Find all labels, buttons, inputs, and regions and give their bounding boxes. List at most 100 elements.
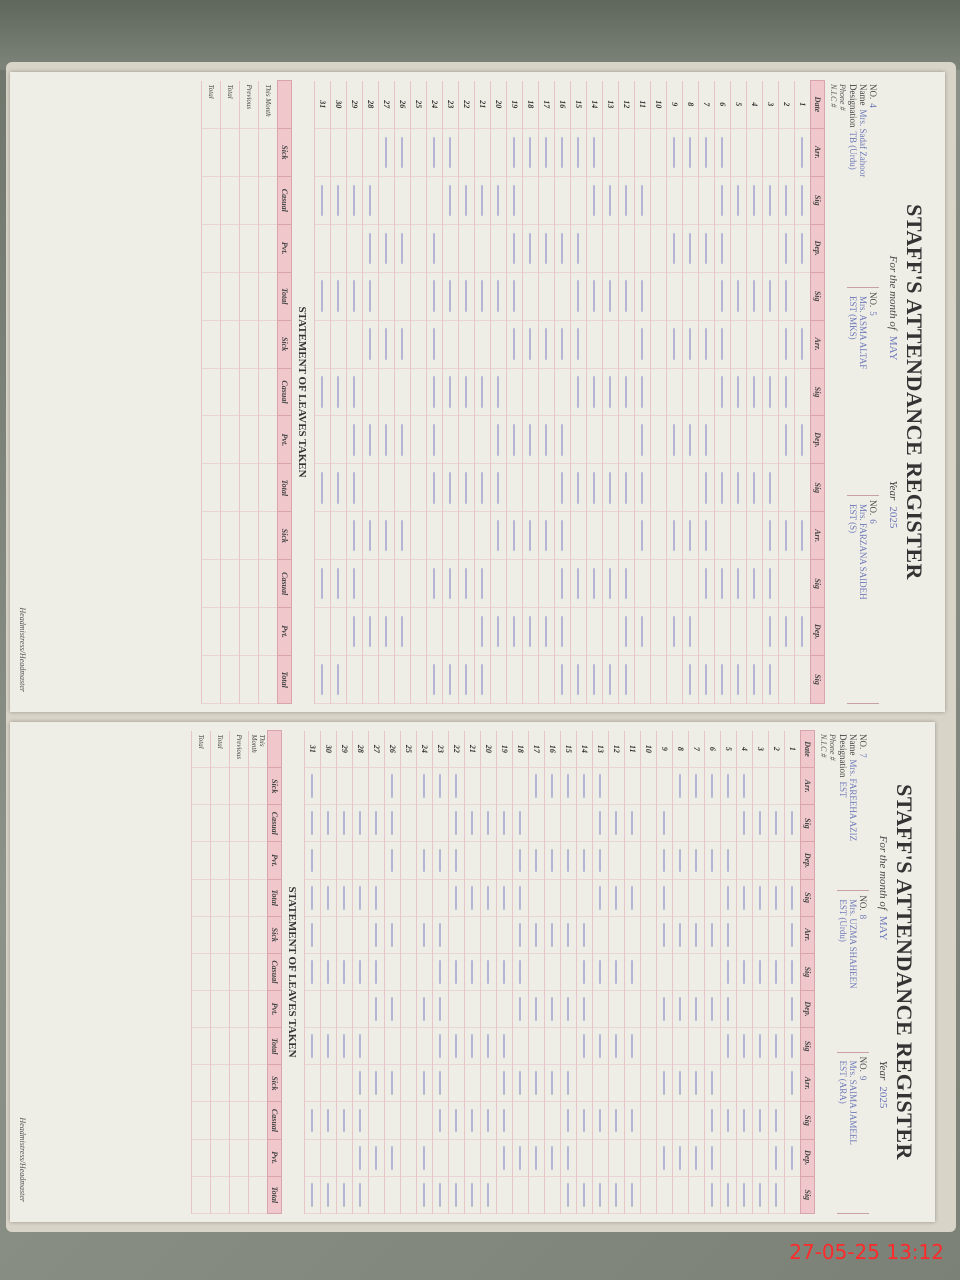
name-value: Mrs. UZMA SHAHEEN — [848, 899, 858, 989]
ink-scribble — [583, 1182, 586, 1207]
handwritten-entry — [336, 1176, 353, 1214]
ink-scribble — [567, 997, 570, 1021]
handwritten-entry — [634, 463, 651, 512]
attendance-row: 19 — [506, 80, 523, 704]
handwritten-entry — [640, 1176, 657, 1214]
handwritten-entry — [570, 368, 587, 416]
handwritten-entry — [378, 655, 395, 704]
ink-scribble — [615, 1182, 618, 1207]
handwritten-entry — [672, 1027, 689, 1065]
ink-scribble — [343, 811, 346, 836]
handwritten-entry — [608, 767, 625, 805]
handwritten-entry — [544, 916, 561, 954]
handwritten-entry — [698, 176, 715, 225]
handwritten-entry — [490, 559, 507, 608]
leaves-cell — [191, 1101, 211, 1140]
handwritten-entry — [362, 224, 379, 273]
handwritten-entry — [624, 953, 641, 991]
ink-scribble — [759, 811, 762, 836]
handwritten-entry — [522, 559, 539, 608]
handwritten-entry — [352, 1064, 369, 1102]
handwritten-entry — [442, 320, 459, 369]
date-cell: 24 — [416, 730, 433, 768]
handwritten-entry — [720, 990, 737, 1028]
handwritten-entry — [784, 1101, 801, 1140]
handwritten-entry — [522, 320, 539, 369]
handwritten-entry — [618, 368, 635, 416]
handwritten-entry — [634, 320, 651, 369]
handwritten-entry — [656, 990, 673, 1028]
handwritten-entry — [528, 1139, 545, 1177]
date-cell: 10 — [650, 80, 667, 129]
handwritten-entry — [618, 224, 635, 273]
handwritten-entry — [400, 1176, 417, 1214]
ink-scribble — [583, 997, 586, 1021]
ink-scribble — [737, 376, 740, 408]
leaves-cell — [191, 841, 211, 880]
ink-scribble — [513, 232, 516, 264]
leaves-cell — [229, 1064, 249, 1102]
handwritten-entry — [784, 1176, 801, 1214]
ink-scribble — [359, 1034, 362, 1059]
leaves-column-header: Casual — [277, 559, 292, 608]
handwritten-entry — [330, 607, 347, 656]
handwritten-entry — [592, 1101, 609, 1140]
handwritten-entry — [794, 607, 811, 656]
handwritten-entry — [304, 879, 321, 917]
handwritten-entry — [320, 1139, 337, 1177]
ink-scribble — [695, 922, 698, 947]
handwritten-entry — [746, 128, 763, 177]
ink-scribble — [679, 774, 682, 799]
leaves-cell — [201, 607, 221, 656]
handwritten-entry — [736, 1101, 753, 1140]
leaves-column-header: Casual — [277, 368, 292, 416]
handwritten-entry — [602, 128, 619, 177]
handwritten-entry — [506, 368, 523, 416]
handwritten-entry — [346, 272, 363, 321]
handwritten-entry — [426, 463, 443, 512]
handwritten-entry — [314, 463, 331, 512]
handwritten-entry — [410, 559, 427, 608]
handwritten-entry — [554, 415, 571, 464]
ink-scribble — [721, 328, 724, 360]
attendance-row: 9 — [656, 730, 673, 1214]
statement-title: STATEMENT OF LEAVES TAKEN — [286, 886, 298, 1058]
staff-no-label: NO. — [868, 500, 878, 516]
ink-scribble — [711, 1071, 714, 1096]
ink-scribble — [583, 922, 586, 947]
ink-scribble — [481, 376, 484, 408]
ink-scribble — [449, 376, 452, 408]
handwritten-entry — [400, 767, 417, 805]
handwritten-entry — [352, 804, 369, 842]
handwritten-entry — [506, 224, 523, 273]
attendance-row: 5 — [720, 730, 737, 1214]
handwritten-entry — [496, 767, 513, 805]
leaves-cell — [191, 1027, 211, 1065]
handwritten-entry — [794, 415, 811, 464]
ink-scribble — [391, 811, 394, 836]
register-page-left: STAFF'S ATTENDANCE REGISTER For the month… — [10, 72, 945, 712]
handwritten-entry — [784, 1027, 801, 1065]
date-cell: 7 — [698, 80, 715, 129]
attendance-row: 17 — [538, 80, 555, 704]
handwritten-entry — [458, 559, 475, 608]
handwritten-entry — [378, 224, 395, 273]
ink-scribble — [487, 959, 490, 984]
ink-scribble — [711, 1182, 714, 1207]
handwritten-entry — [618, 511, 635, 560]
ink-scribble — [625, 376, 628, 408]
leaves-cell — [210, 1139, 230, 1177]
handwritten-entry — [416, 1064, 433, 1102]
handwritten-entry — [528, 1064, 545, 1102]
date-cell: 1 — [784, 730, 801, 768]
handwritten-entry — [538, 128, 555, 177]
ink-scribble — [353, 280, 356, 312]
handwritten-entry — [496, 804, 513, 842]
staff-column: NO.8 Mrs. UZMA SHAHEEN EST (Urdu) — [837, 891, 869, 1053]
handwritten-entry — [698, 559, 715, 608]
handwritten-entry — [736, 767, 753, 805]
staff-designation: EST (ARA) — [838, 1057, 848, 1209]
staff-designation: EST (S) — [848, 500, 858, 699]
leaves-cell — [239, 368, 259, 416]
handwritten-entry — [384, 953, 401, 991]
